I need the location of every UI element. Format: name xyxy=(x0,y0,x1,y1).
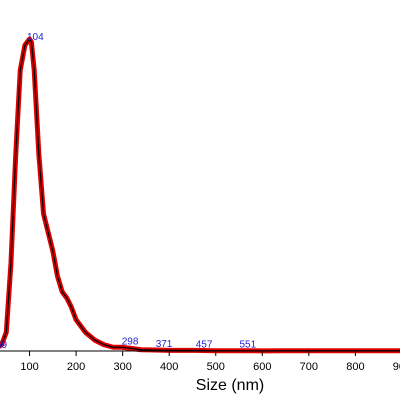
x-tick-label-600: 600 xyxy=(253,361,271,373)
plot-area xyxy=(0,36,400,354)
x-tick-label-300: 300 xyxy=(113,361,131,373)
error-band xyxy=(0,36,400,354)
x-axis-tick-labels: 100 200 300 400 500 600 700 800 900 xyxy=(20,361,400,373)
x-tick-label-500: 500 xyxy=(207,361,225,373)
peak-label-551: 551 xyxy=(239,340,256,351)
peak-label-69: 69 xyxy=(0,340,8,351)
x-tick-label-700: 700 xyxy=(300,361,318,373)
peak-label-457: 457 xyxy=(196,339,213,350)
peak-label-371: 371 xyxy=(156,339,173,350)
peak-label-104: 104 xyxy=(27,32,44,43)
x-tick-label-900: 900 xyxy=(393,361,400,373)
x-tick-label-100: 100 xyxy=(20,361,38,373)
peak-labels: 69 104 298 371 457 551 xyxy=(0,32,257,351)
peak-label-298: 298 xyxy=(122,336,139,347)
x-tick-label-200: 200 xyxy=(67,361,85,373)
x-tick-label-800: 800 xyxy=(346,361,364,373)
x-axis-ticks xyxy=(29,351,356,356)
x-tick-label-400: 400 xyxy=(160,361,178,373)
x-axis-title: Size (nm) xyxy=(196,377,264,394)
mean-line xyxy=(0,38,400,352)
